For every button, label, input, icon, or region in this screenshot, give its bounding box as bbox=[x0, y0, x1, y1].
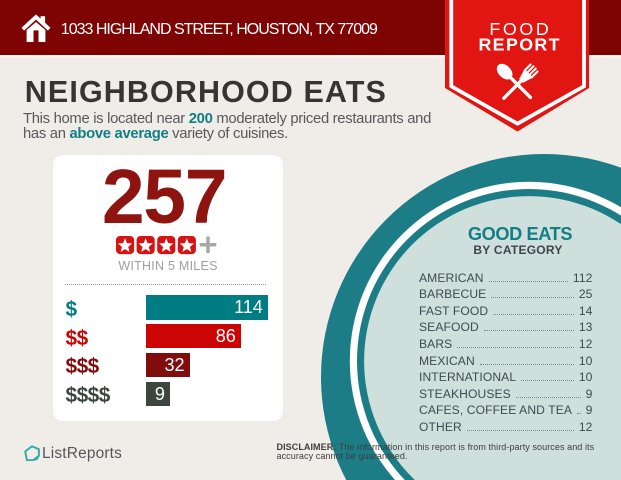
svg-text:FOOD: FOOD bbox=[489, 19, 551, 39]
svg-text:REPORT: REPORT bbox=[478, 35, 561, 55]
